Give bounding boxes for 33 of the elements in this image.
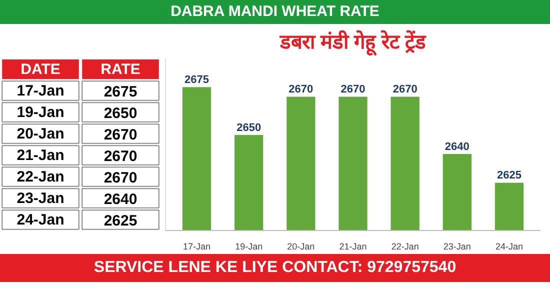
text: 2675 [104, 83, 138, 100]
category-label: 17-Jan [16, 82, 64, 100]
text: 2670 [104, 148, 138, 165]
data-label: 2675 [184, 74, 209, 86]
data-label: 2670 [392, 84, 418, 96]
x-tick-label: 24-Jan [495, 242, 524, 252]
data-label: 2670 [288, 84, 314, 96]
category-label: 20-Jan [16, 125, 64, 142]
category-label: 22-Jan [16, 168, 64, 186]
x-tick-label: 21-Jan [339, 242, 367, 252]
data-label: 2650 [236, 122, 262, 134]
data-label: 2670 [340, 84, 366, 96]
text: 2625 [104, 212, 138, 230]
x-tick-label: 22-Jan [391, 242, 419, 252]
chart-subtitle: DABRA MANDI WHEAT RATE [170, 2, 380, 22]
data-label: 2625 [497, 170, 522, 182]
x-tick-label: 23-Jan [443, 242, 471, 252]
x-tick-label: 20-Jan [287, 242, 315, 252]
text: DATE [20, 60, 60, 78]
category-label: 24-Jan [16, 211, 64, 228]
chart-title: डबरा मंडी गेहू रेट ट्रेंड [278, 30, 428, 56]
text: 2640 [104, 190, 138, 208]
text: 2650 [104, 104, 138, 122]
text: 2670 [104, 126, 138, 144]
category-label: 23-Jan [16, 190, 64, 207]
x-tick-label: 19-Jan [235, 242, 263, 252]
data-label: 2640 [444, 141, 470, 154]
category-label: 19-Jan [16, 104, 64, 121]
category-label: 21-Jan [16, 146, 64, 164]
text: 2670 [104, 169, 138, 186]
text: SERVICE LENE KE LIYE CONTACT: 9729757540 [94, 258, 456, 278]
x-tick-label: 17-Jan [182, 242, 211, 252]
text: RATE [100, 60, 140, 78]
